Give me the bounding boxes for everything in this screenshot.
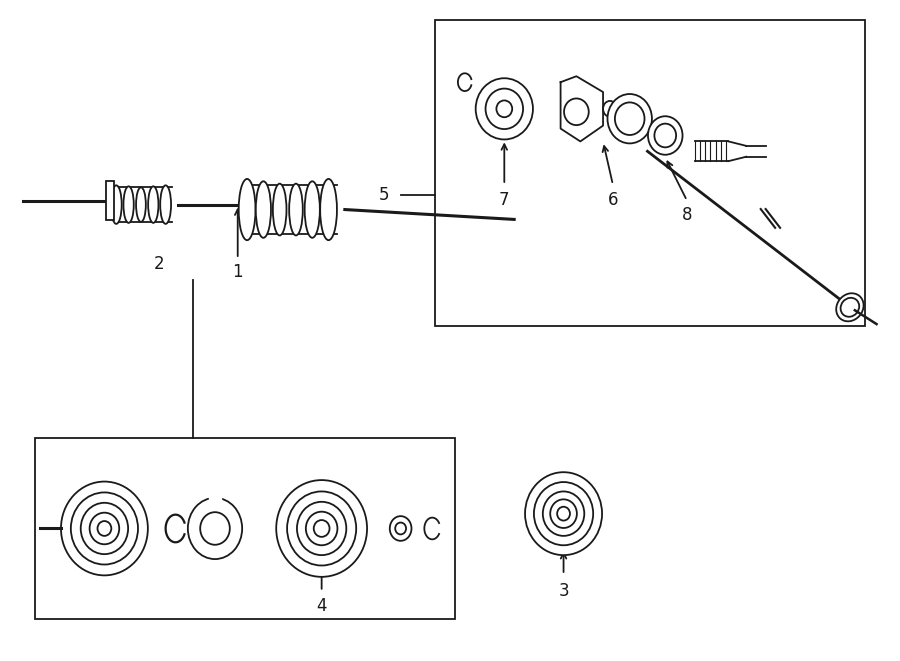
- Ellipse shape: [160, 185, 171, 224]
- Ellipse shape: [603, 101, 616, 117]
- Ellipse shape: [148, 186, 158, 223]
- Ellipse shape: [305, 181, 320, 238]
- Ellipse shape: [395, 523, 406, 534]
- Text: 5: 5: [379, 186, 389, 204]
- Ellipse shape: [557, 507, 570, 521]
- Ellipse shape: [188, 498, 242, 559]
- Text: 4: 4: [317, 598, 327, 615]
- Ellipse shape: [276, 480, 367, 577]
- Ellipse shape: [836, 293, 864, 321]
- Ellipse shape: [297, 502, 346, 555]
- Polygon shape: [209, 494, 220, 501]
- Ellipse shape: [97, 521, 112, 536]
- Bar: [35, 438, 455, 619]
- Ellipse shape: [525, 472, 602, 555]
- Text: 7: 7: [500, 190, 509, 209]
- Ellipse shape: [485, 89, 523, 129]
- Bar: [106, 181, 114, 220]
- Ellipse shape: [534, 482, 593, 545]
- Ellipse shape: [390, 516, 411, 541]
- Ellipse shape: [564, 98, 589, 125]
- Polygon shape: [561, 76, 603, 141]
- Ellipse shape: [136, 187, 146, 222]
- Ellipse shape: [81, 503, 128, 554]
- Text: 3: 3: [558, 582, 569, 600]
- Ellipse shape: [287, 491, 356, 566]
- Ellipse shape: [615, 102, 644, 135]
- Text: 2: 2: [153, 255, 164, 273]
- Ellipse shape: [306, 512, 338, 545]
- Bar: [436, 20, 865, 326]
- Ellipse shape: [314, 520, 329, 537]
- Ellipse shape: [608, 94, 652, 143]
- Ellipse shape: [320, 179, 337, 240]
- Ellipse shape: [90, 513, 119, 544]
- Ellipse shape: [654, 124, 676, 147]
- Ellipse shape: [841, 298, 859, 317]
- Ellipse shape: [238, 179, 256, 240]
- Ellipse shape: [273, 184, 286, 235]
- Ellipse shape: [550, 499, 577, 528]
- Ellipse shape: [497, 100, 512, 117]
- Ellipse shape: [543, 491, 584, 536]
- Ellipse shape: [71, 492, 138, 564]
- Ellipse shape: [476, 78, 533, 139]
- Text: 8: 8: [681, 206, 692, 225]
- Ellipse shape: [61, 482, 148, 575]
- Ellipse shape: [111, 185, 122, 224]
- Ellipse shape: [200, 512, 230, 545]
- Ellipse shape: [648, 116, 682, 155]
- Ellipse shape: [123, 186, 134, 223]
- Ellipse shape: [256, 181, 271, 238]
- Ellipse shape: [289, 184, 302, 235]
- Text: 1: 1: [232, 263, 243, 281]
- Text: 6: 6: [608, 190, 618, 209]
